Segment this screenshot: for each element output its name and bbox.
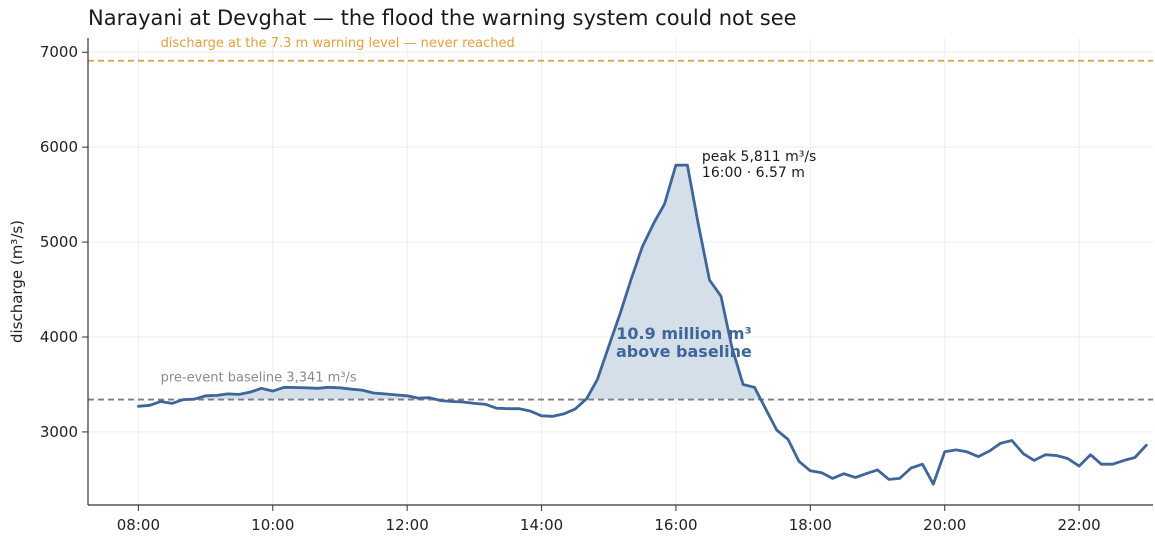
baseline-label: pre-event baseline 3,341 m³/s [161,371,357,386]
peak-label-discharge: peak 5,811 m³/s [702,149,816,165]
excess-area-layer [185,165,761,400]
excess-area [185,387,437,400]
x-tick-label: 22:00 [1057,516,1100,534]
x-tick-label: 20:00 [923,516,966,534]
y-tick-label: 4000 [40,328,78,346]
x-tick-label: 14:00 [520,516,563,534]
series-layer [137,163,1148,486]
excess-volume-label: 10.9 million m³ [616,324,751,343]
chart-title: Narayani at Devghat — the flood the warn… [88,6,797,30]
x-tick-label: 08:00 [117,516,160,534]
x-tick-label: 18:00 [789,516,832,534]
peak-label-time-stage: 16:00 · 6.57 m [702,165,805,181]
x-tick-label: 10:00 [251,516,294,534]
x-tick-label: 12:00 [386,516,429,534]
x-axis-ticks: 08:00 10:00 12:00 14:00 16:00 18:00 20:00 22:00 [117,505,1101,534]
discharge-line [137,163,1148,486]
y-tick-label: 3000 [40,423,78,441]
y-tick-label: 5000 [40,233,78,251]
y-axis-ticks: 3000 4000 5000 6000 7000 [40,43,88,441]
warning-level-label: discharge at the 7.3 m warning level — n… [161,36,515,51]
excess-area [585,165,761,400]
y-axis-label: discharge (m³/s) [8,220,26,343]
x-tick-label: 16:00 [654,516,697,534]
excess-volume-sublabel: above baseline [616,342,752,361]
y-tick-label: 6000 [40,138,78,156]
reference-lines [88,59,1153,401]
y-tick-label: 7000 [40,43,78,61]
axes [87,38,1153,506]
grid [88,38,1153,505]
